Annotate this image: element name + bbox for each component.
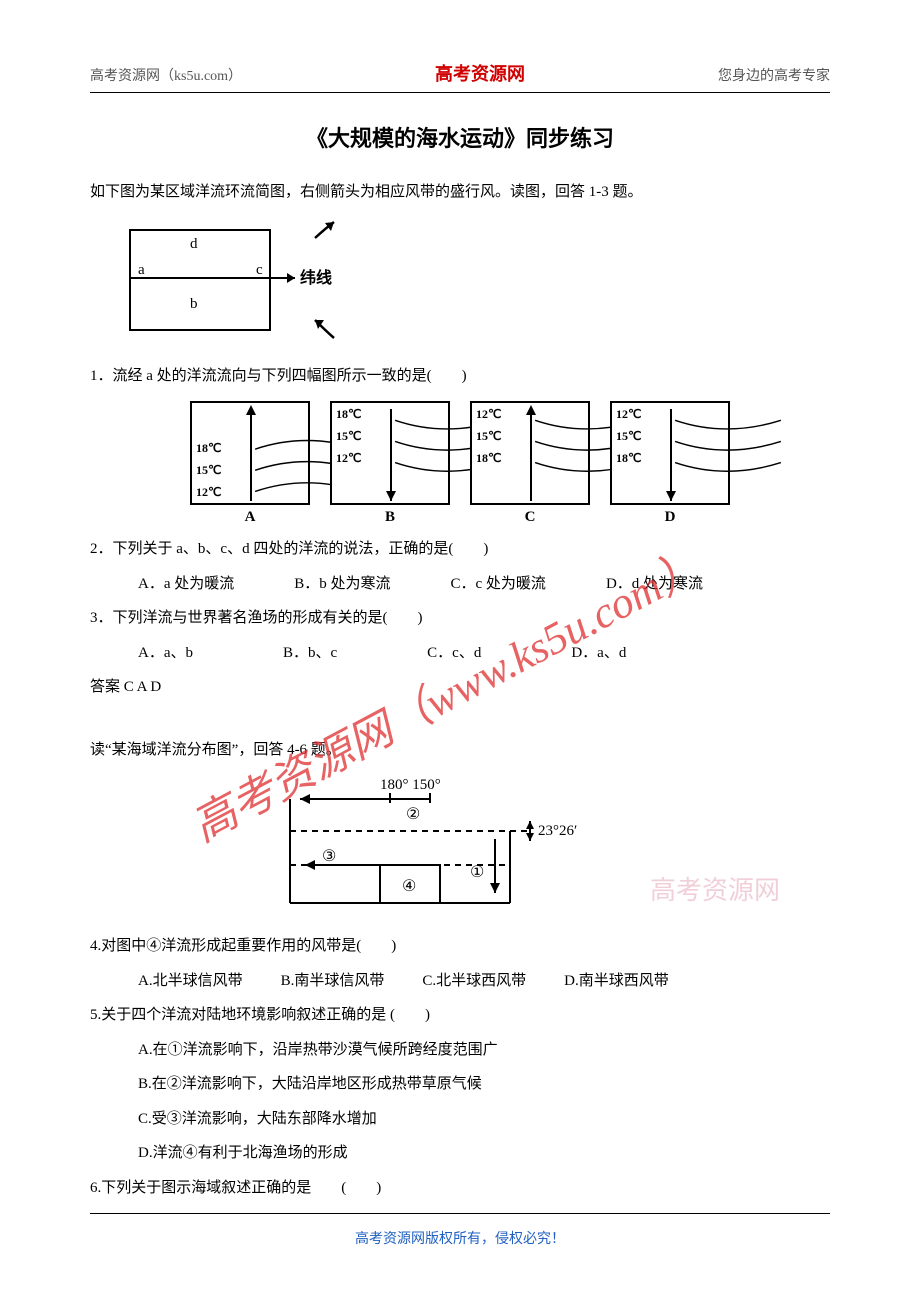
fig1-latline: 纬线 [300, 268, 332, 287]
fig2-mark-4: ④ [402, 878, 416, 895]
q3-opt-c: C．c、d [427, 636, 481, 671]
q4-opt-b: B.南半球信风带 [281, 964, 385, 999]
page-header: 高考资源网（ks5u.com） 高考资源网 您身边的高考专家 [90, 60, 830, 86]
fig1-d: d [190, 236, 198, 252]
figure-1: d a c b 纬线 [120, 220, 830, 345]
page-title: 《大规模的海水运动》同步练习 [90, 121, 830, 153]
header-right: 您身边的高考专家 [718, 65, 830, 85]
fig2-lon: 180° 150° [380, 777, 441, 793]
q2-opt-c: C．c 处为暖流 [451, 567, 546, 602]
footer-rule [90, 1213, 830, 1214]
q1-panels: 18℃ 15℃ 12℃ A 18℃ 15℃ 12℃ B [90, 401, 830, 526]
fig2-mark-1: ① [470, 864, 484, 881]
panel-a: 18℃ 15℃ 12℃ [190, 401, 310, 505]
header-rule [90, 92, 830, 93]
panel-b: 18℃ 15℃ 12℃ [330, 401, 450, 505]
q4-opt-d: D.南半球西风带 [564, 964, 669, 999]
q4-opts: A.北半球信风带 B.南半球信风带 C.北半球西风带 D.南半球西风带 [90, 964, 830, 999]
q2-opt-a: A．a 处为暖流 [138, 567, 234, 602]
answer-1-3: 答案 C A D [90, 670, 830, 705]
figure-2: 180° 150° 23°26′ [230, 773, 610, 923]
q4-opt-c: C.北半球西风带 [422, 964, 526, 999]
panel-c-label: C [470, 509, 590, 526]
q2-stem: 2．下列关于 a、b、c、d 四处的洋流的说法，正确的是( ) [90, 532, 830, 567]
fig1-c: c [256, 262, 263, 278]
intro-2: 读“某海域洋流分布图”，回答 4-6 题。 [90, 733, 830, 768]
q3-opt-a: A．a、b [138, 636, 193, 671]
fig1-b: b [190, 296, 198, 312]
panel-c: 12℃ 15℃ 18℃ [470, 401, 590, 505]
q5-opt-c: C.受③洋流影响，大陆东部降水增加 [90, 1102, 830, 1137]
panel-d-label: D [610, 509, 730, 526]
fig2-lat: 23°26′ [538, 823, 577, 839]
page-footer: 高考资源网版权所有，侵权必究！ [90, 1228, 830, 1248]
q5-opt-d: D.洋流④有利于北海渔场的形成 [90, 1136, 830, 1171]
q4-stem: 4.对图中④洋流形成起重要作用的风带是( ) [90, 929, 830, 964]
q5-opt-a: A.在①洋流影响下，沿岸热带沙漠气候所跨经度范围广 [90, 1033, 830, 1068]
fig2-mark-2: ② [406, 806, 420, 823]
q2-opts: A．a 处为暖流 B．b 处为寒流 C．c 处为暖流 D．d 处为寒流 [90, 567, 830, 602]
q5-stem: 5.关于四个洋流对陆地环境影响叙述正确的是 ( ) [90, 998, 830, 1033]
q6-stem: 6.下列关于图示海域叙述正确的是 ( ) [90, 1171, 830, 1206]
q2-opt-d: D．d 处为寒流 [606, 567, 703, 602]
q5-opt-b: B.在②洋流影响下，大陆沿岸地区形成热带草原气候 [90, 1067, 830, 1102]
q2-opt-b: B．b 处为寒流 [294, 567, 390, 602]
q4-opt-a: A.北半球信风带 [138, 964, 243, 999]
q3-opt-b: B．b、c [283, 636, 337, 671]
fig1-a: a [138, 262, 145, 278]
panel-d: 12℃ 15℃ 18℃ [610, 401, 730, 505]
header-center: 高考资源网 [435, 60, 525, 86]
fig2-mark-3: ③ [322, 848, 336, 865]
q1-stem: 1．流经 a 处的洋流流向与下列四幅图所示一致的是( ) [90, 359, 830, 394]
q3-opt-d: D．a、d [571, 636, 626, 671]
panel-b-label: B [330, 509, 450, 526]
intro-1: 如下图为某区域洋流环流简图，右侧箭头为相应风带的盛行风。读图，回答 1-3 题。 [90, 175, 830, 210]
q3-stem: 3．下列洋流与世界著名渔场的形成有关的是( ) [90, 601, 830, 636]
panel-a-label: A [190, 509, 310, 526]
q3-opts: A．a、b B．b、c C．c、d D．a、d [90, 636, 830, 671]
header-left: 高考资源网（ks5u.com） [90, 65, 242, 85]
